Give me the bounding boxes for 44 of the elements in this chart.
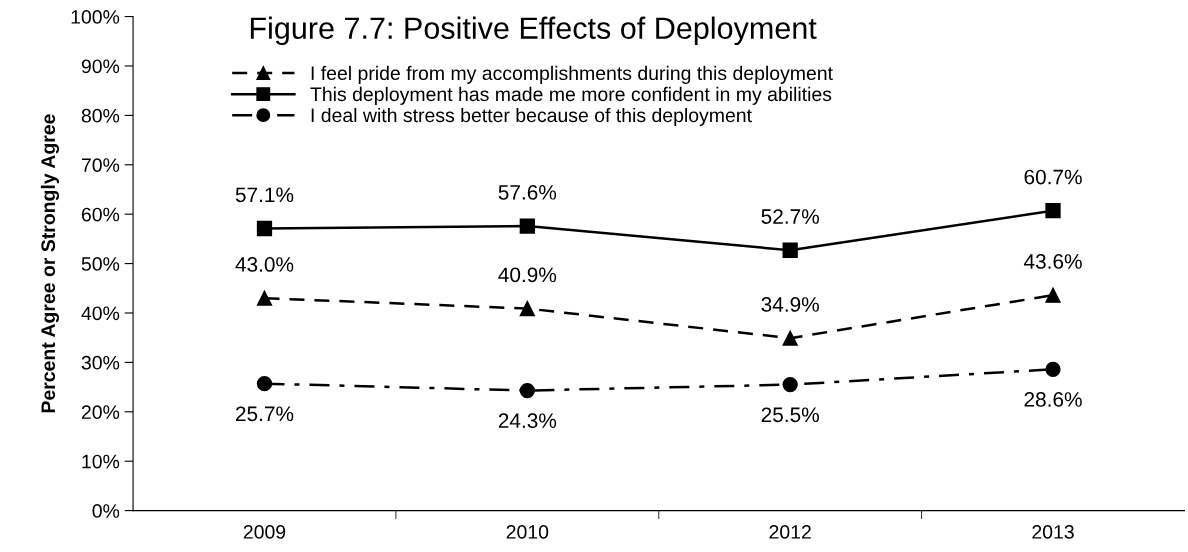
point: [519, 382, 535, 399]
y-tick-label: 10%: [82, 454, 120, 469]
y-tick-label: 80%: [81, 108, 120, 123]
y-axis-title: Percent Agree or Strongly Agree: [40, 114, 60, 413]
data-label: 28.6%: [1024, 392, 1082, 407]
point: [256, 375, 273, 392]
data-label: 24.3%: [498, 413, 557, 429]
point: [519, 218, 535, 234]
x-tick-label: 2010: [506, 525, 549, 539]
x-tick-label: 2009: [243, 525, 286, 539]
legend-label: This deployment has made me more confident in my abilities: [310, 86, 832, 105]
chart-title: Figure 7.7: Positive Effects of Deployment: [250, 16, 817, 46]
data-label: 34.9%: [761, 297, 819, 312]
point: [1045, 203, 1061, 219]
legend-label: I deal with stress better because of this deployment: [311, 107, 752, 127]
y-tick-label: 70%: [81, 158, 120, 173]
x-tick-label: 2012: [769, 525, 811, 539]
point: [782, 376, 798, 393]
point: [1045, 361, 1061, 377]
point: [782, 242, 798, 258]
x-tick-label: 2013: [1032, 525, 1074, 539]
point: [256, 290, 273, 306]
data-label: 25.7%: [235, 406, 294, 422]
y-tick-label: 60%: [81, 207, 120, 222]
y-tick-label: 50%: [81, 257, 120, 271]
point: [256, 220, 273, 237]
y-tick-label: 90%: [81, 59, 120, 74]
data-label: 40.9%: [498, 267, 557, 283]
data-label: 57.6%: [498, 184, 557, 200]
y-tick-label: 100%: [71, 10, 120, 24]
point: [519, 300, 535, 317]
point: [782, 330, 798, 346]
data-label: 52.7%: [761, 209, 819, 224]
point: [1045, 287, 1061, 303]
y-tick-label: 40%: [81, 306, 120, 321]
data-label: 43.0%: [235, 257, 294, 272]
data-label: 57.1%: [235, 187, 294, 203]
data-label: 25.5%: [761, 407, 819, 423]
y-tick-label: 20%: [81, 405, 120, 420]
y-tick-label: 30%: [81, 355, 120, 370]
data-label: 60.7%: [1024, 169, 1082, 185]
data-label: 43.6%: [1023, 254, 1082, 269]
legend-label: I feel pride from my accomplishments during this deployment: [311, 65, 833, 84]
y-tick-label: 0%: [92, 504, 120, 518]
